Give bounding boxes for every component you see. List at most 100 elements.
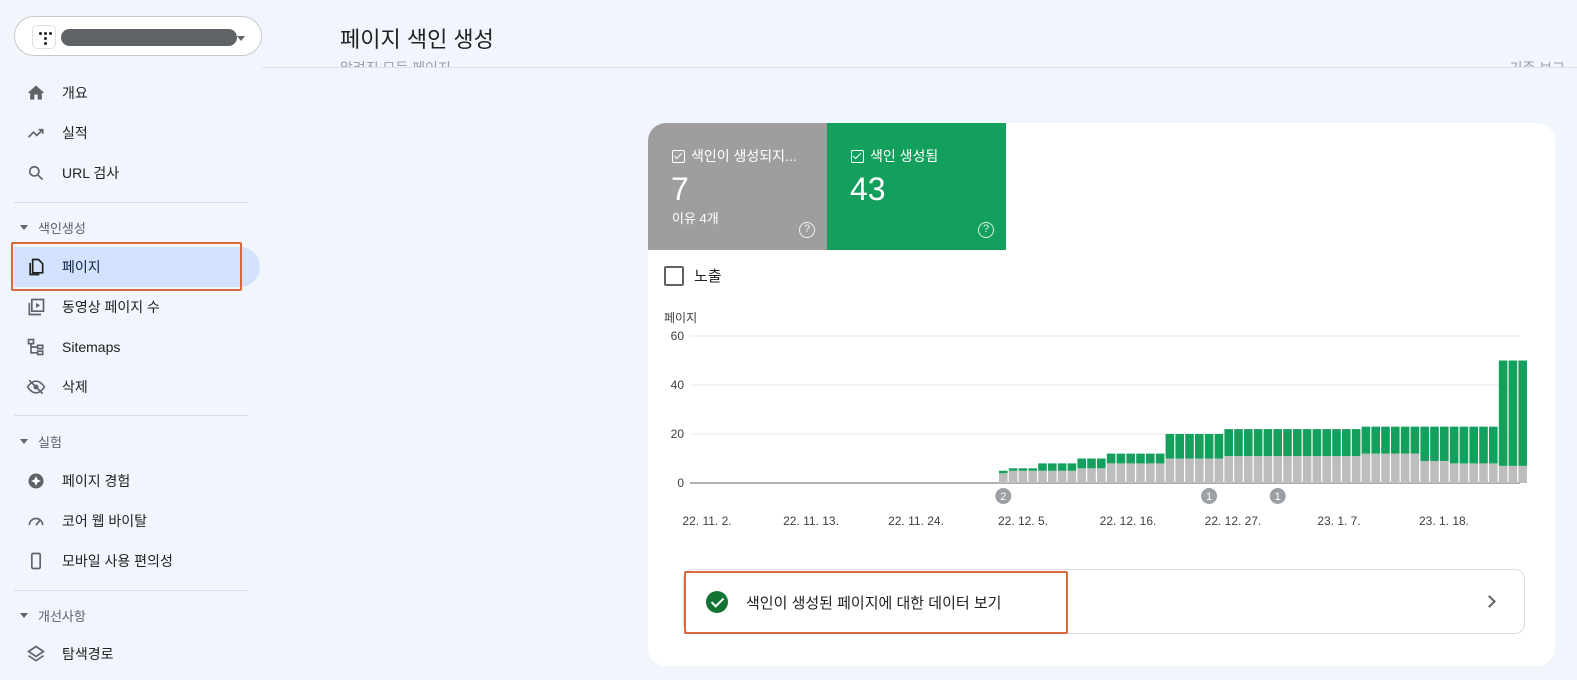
- bar-indexed: [1244, 429, 1253, 457]
- bar-indexed: [1165, 434, 1175, 459]
- y-tick-label: 20: [671, 427, 685, 441]
- sitemap-icon: [26, 337, 46, 357]
- bar-not_indexed: [1293, 456, 1302, 483]
- bar-not_indexed: [1449, 463, 1459, 483]
- bar-indexed: [1302, 429, 1312, 457]
- sidebar-item-pages[interactable]: 페이지: [14, 247, 260, 287]
- bar-indexed: [1342, 429, 1351, 457]
- view-indexed-data-row[interactable]: 색인이 생성된 페이지에 대한 데이터 보기: [683, 569, 1525, 634]
- bar-indexed: [1116, 453, 1126, 464]
- not-indexed-tile[interactable]: 색인이 생성되지... 7 이유 4개 ?: [648, 123, 827, 250]
- sidebar-item-label: URL 검사: [62, 165, 120, 181]
- sidebar-item-url-inspection[interactable]: URL 검사: [14, 153, 260, 193]
- annotation-label: 2: [1000, 491, 1006, 503]
- caret-down-icon: [20, 438, 28, 444]
- bar-indexed: [1028, 468, 1037, 471]
- bar-not_indexed: [1498, 465, 1508, 483]
- section-experience[interactable]: 실험: [14, 428, 62, 454]
- pages-icon: [26, 257, 46, 277]
- bar-not_indexed: [1155, 463, 1165, 483]
- section-indexing[interactable]: 색인생성: [14, 214, 86, 240]
- sidebar-item-core-web-vitals[interactable]: 코어 웹 바이탈: [14, 501, 260, 541]
- bar-indexed: [1214, 434, 1224, 459]
- property-logo-icon: [33, 26, 55, 48]
- x-tick-label: 23. 1. 18.: [1419, 514, 1469, 528]
- bar-indexed: [1498, 360, 1508, 466]
- index-coverage-card: 색인이 생성되지... 7 이유 4개 ? 색인 생성됨 43 ? 노출 페이지…: [648, 123, 1555, 666]
- divider: [14, 415, 248, 416]
- sidebar-item-mobile-usability[interactable]: 모바일 사용 편의성: [14, 541, 260, 581]
- bar-indexed: [1234, 429, 1243, 457]
- section-enhancements[interactable]: 개선사항: [14, 602, 86, 628]
- bar-not_indexed: [1146, 463, 1155, 483]
- bar-indexed: [1077, 458, 1086, 469]
- bar-indexed: [1351, 429, 1361, 457]
- bar-not_indexed: [1518, 465, 1527, 483]
- help-icon[interactable]: ?: [799, 222, 815, 238]
- bar-not_indexed: [1008, 470, 1018, 483]
- property-selector[interactable]: [14, 16, 262, 56]
- sidebar: 개요 실적 URL 검사 색인생성 페이지 동영상 페이지 수 Sitemaps: [0, 0, 262, 680]
- bar-indexed: [1273, 429, 1282, 457]
- bar-not_indexed: [1253, 456, 1263, 483]
- bar-not_indexed: [1038, 470, 1047, 483]
- sidebar-item-overview[interactable]: 개요: [14, 73, 260, 113]
- bar-not_indexed: [1312, 456, 1322, 483]
- bar-indexed: [1008, 468, 1018, 471]
- sidebar-item-sitemaps[interactable]: Sitemaps: [14, 327, 260, 367]
- bar-not_indexed: [1273, 456, 1282, 483]
- bar-indexed: [1097, 458, 1106, 469]
- bar-indexed: [1057, 463, 1067, 471]
- caret-down-icon: [20, 224, 28, 230]
- bar-not_indexed: [1420, 460, 1429, 483]
- bar-not_indexed: [1097, 468, 1106, 483]
- pages-chart: 페이지 60 40 20 0 2 1 1 22. 11. 2. 22. 11. 13. 22. 11…: [664, 311, 1527, 528]
- bar-not_indexed: [1077, 468, 1086, 483]
- annotation-label: 1: [1275, 491, 1281, 503]
- bar-not_indexed: [1195, 458, 1204, 483]
- bar-indexed: [1185, 434, 1194, 459]
- sidebar-item-breadcrumbs[interactable]: 탐색경로: [14, 634, 260, 674]
- bar-not_indexed: [1126, 463, 1135, 483]
- indexed-tile[interactable]: 색인 생성됨 43 ?: [827, 123, 1006, 250]
- legacy-report-link[interactable]: 기존 보고: [1509, 60, 1565, 68]
- section-label: 실험: [38, 434, 62, 450]
- section-label: 개선사항: [38, 608, 86, 624]
- sidebar-item-video-pages[interactable]: 동영상 페이지 수: [14, 287, 260, 327]
- sidebar-item-label: 삭제: [62, 379, 88, 395]
- bar-not_indexed: [1459, 463, 1469, 483]
- checkbox-unchecked-icon[interactable]: [664, 265, 684, 286]
- bar-indexed: [1371, 426, 1380, 454]
- bar-indexed: [1204, 434, 1214, 459]
- x-tick-label: 22. 11. 24.: [888, 514, 944, 528]
- impressions-label: 노출: [694, 268, 722, 285]
- bar-not_indexed: [1175, 458, 1184, 483]
- bar-indexed: [1067, 463, 1077, 471]
- sidebar-item-removals[interactable]: 삭제: [14, 367, 260, 407]
- bar-indexed: [1479, 426, 1488, 464]
- video-pages-icon: [26, 297, 46, 317]
- checkbox-checked-icon[interactable]: [851, 149, 864, 163]
- sidebar-item-page-experience[interactable]: 페이지 경험: [14, 461, 260, 501]
- bar-not_indexed: [1371, 453, 1380, 483]
- annotation-label: 1: [1206, 491, 1212, 503]
- help-icon[interactable]: ?: [978, 222, 994, 238]
- bar-not_indexed: [1391, 453, 1400, 483]
- y-axis-label: 페이지: [664, 311, 697, 325]
- bar-not_indexed: [1361, 453, 1371, 483]
- bar-indexed: [1018, 468, 1028, 471]
- sidebar-item-label: 개요: [62, 85, 88, 101]
- sidebar-item-label: 실적: [62, 125, 88, 141]
- impressions-toggle[interactable]: 노출: [664, 265, 722, 286]
- bar-not_indexed: [1430, 460, 1439, 483]
- bar-indexed: [1283, 429, 1292, 457]
- bar-indexed: [1136, 453, 1145, 464]
- bar-not_indexed: [1400, 453, 1410, 483]
- bar-not_indexed: [1048, 470, 1057, 483]
- sidebar-item-performance[interactable]: 실적: [14, 113, 260, 153]
- bar-indexed: [1381, 426, 1390, 454]
- checkbox-checked-icon[interactable]: [672, 149, 685, 163]
- bar-not_indexed: [1410, 453, 1420, 483]
- divider: [14, 202, 248, 203]
- caret-down-icon: [20, 612, 28, 618]
